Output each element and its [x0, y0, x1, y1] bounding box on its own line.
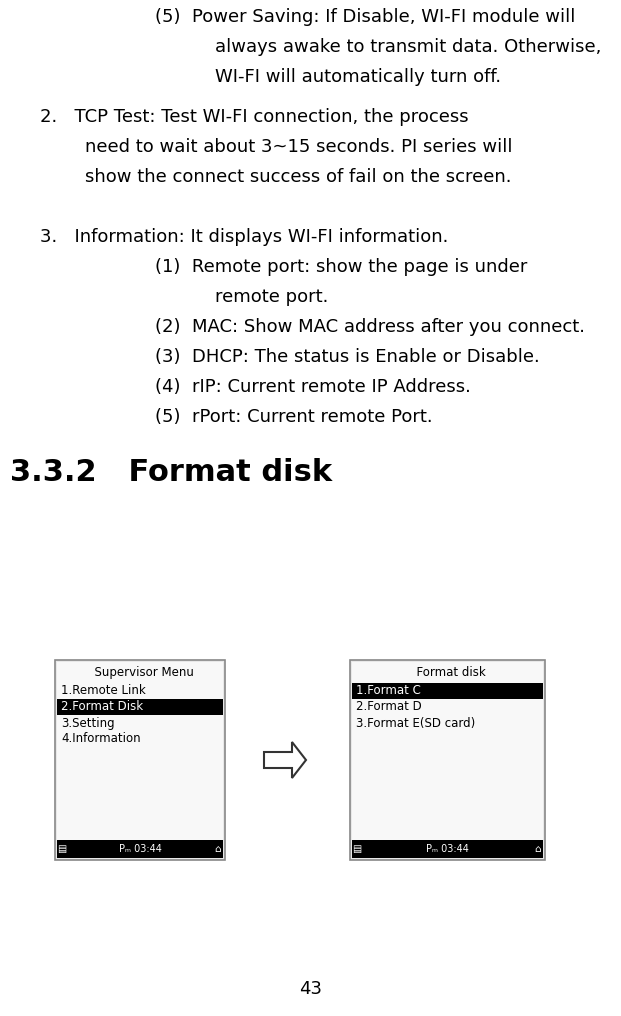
Text: 3.   Information: It displays WI-FI information.: 3. Information: It displays WI-FI inform… [40, 228, 448, 246]
Text: 4.Information: 4.Information [61, 733, 140, 746]
Text: show the connect success of fail on the screen.: show the connect success of fail on the … [85, 168, 512, 186]
Text: Supervisor Menu: Supervisor Menu [86, 666, 193, 679]
Text: Pₘ 03:44: Pₘ 03:44 [426, 844, 469, 854]
Text: 43: 43 [299, 980, 322, 998]
Text: 1.Remote Link: 1.Remote Link [61, 685, 146, 698]
Text: WI-FI will automatically turn off.: WI-FI will automatically turn off. [215, 68, 501, 86]
Bar [55, 660, 225, 860]
Bar [57, 699, 223, 715]
Text: Format disk: Format disk [409, 666, 486, 679]
Text: ▤: ▤ [352, 844, 361, 854]
Text: remote port.: remote port. [215, 288, 329, 306]
Text: (2)  MAC: Show MAC address after you connect.: (2) MAC: Show MAC address after you conn… [155, 318, 585, 336]
Text: need to wait about 3~15 seconds. PI series will: need to wait about 3~15 seconds. PI seri… [85, 138, 512, 156]
Polygon shape [264, 742, 306, 778]
Bar [57, 840, 223, 858]
Text: Pₘ 03:44: Pₘ 03:44 [119, 844, 161, 854]
Text: 3.3.2   Format disk: 3.3.2 Format disk [10, 458, 332, 487]
Text: 2.Format D: 2.Format D [356, 700, 422, 713]
Text: (5)  rPort: Current remote Port.: (5) rPort: Current remote Port. [155, 408, 433, 426]
Bar [352, 840, 543, 858]
Text: (4)  rIP: Current remote IP Address.: (4) rIP: Current remote IP Address. [155, 378, 471, 396]
Bar [350, 660, 545, 860]
Text: (5)  Power Saving: If Disable, WI-FI module will: (5) Power Saving: If Disable, WI-FI modu… [155, 8, 576, 26]
Bar [57, 662, 223, 840]
Text: (1)  Remote port: show the page is under: (1) Remote port: show the page is under [155, 258, 527, 276]
Text: 2.   TCP Test: Test WI-FI connection, the process: 2. TCP Test: Test WI-FI connection, the … [40, 108, 469, 126]
Text: ▤: ▤ [57, 844, 66, 854]
Text: ⌂: ⌂ [535, 844, 542, 854]
Text: 3.Format E(SD card): 3.Format E(SD card) [356, 716, 475, 729]
Text: always awake to transmit data. Otherwise,: always awake to transmit data. Otherwise… [215, 38, 601, 56]
Text: 3.Setting: 3.Setting [61, 716, 115, 729]
Text: 1.Format C: 1.Format C [356, 685, 421, 698]
Text: (3)  DHCP: The status is Enable or Disable.: (3) DHCP: The status is Enable or Disabl… [155, 348, 540, 366]
Text: 2.Format Disk: 2.Format Disk [61, 700, 143, 713]
Text: ⌂: ⌂ [215, 844, 221, 854]
Bar [352, 683, 543, 699]
Bar [352, 662, 543, 840]
